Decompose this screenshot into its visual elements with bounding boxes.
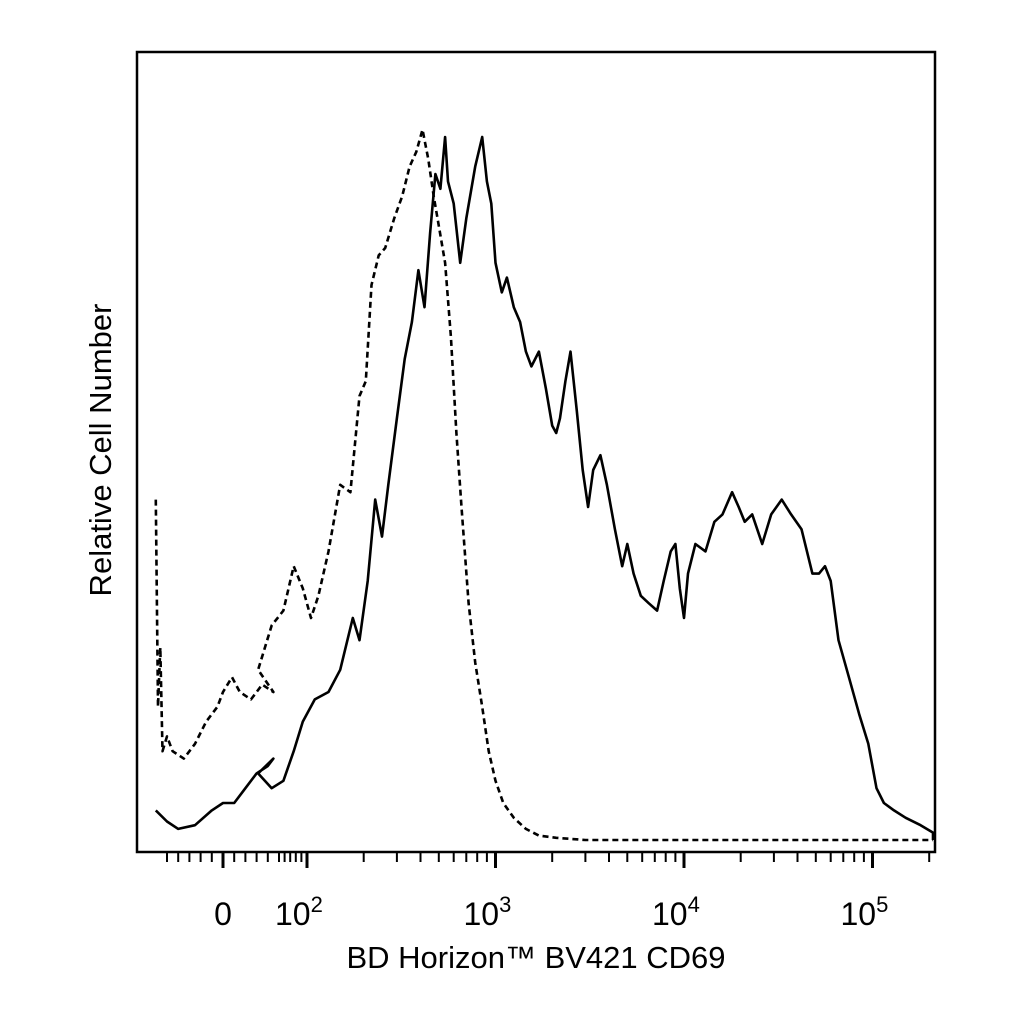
x-tick-label: 104	[652, 892, 700, 932]
y-axis-title: Relative Cell Number	[83, 304, 118, 597]
x-axis-ticks	[166, 852, 931, 868]
x-axis-title: BD Horizon™ BV421 CD69	[346, 940, 725, 975]
x-axis-tick-labels: 0 102 103 104 105	[214, 892, 888, 932]
plot-frame	[135, 50, 937, 854]
series-line-dashed	[154, 128, 933, 842]
plot-area	[135, 50, 937, 868]
x-tick-label: 105	[841, 892, 889, 932]
series-layer	[154, 128, 935, 842]
x-tick-label: 0	[214, 896, 232, 932]
series-line-solid	[154, 135, 935, 840]
x-tick-label: 102	[275, 892, 323, 932]
x-tick-label: 103	[464, 892, 512, 932]
